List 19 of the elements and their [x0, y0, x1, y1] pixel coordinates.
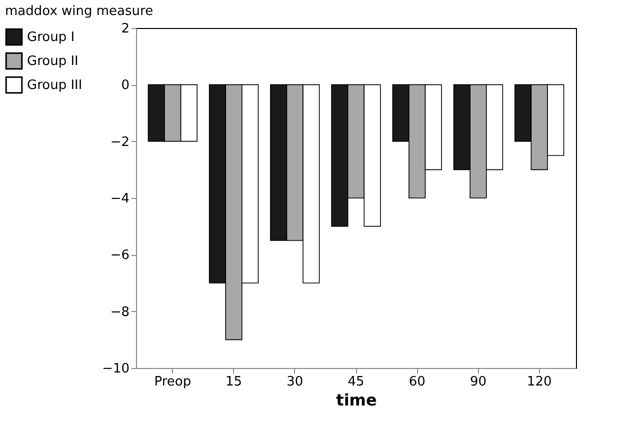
y-tick-label: 2	[121, 22, 130, 36]
chart-title: maddox wing measure	[5, 4, 154, 19]
x-tick-label: 120	[526, 374, 552, 390]
x-tick-label: 90	[470, 374, 486, 390]
y-tick-label: −4	[110, 192, 130, 206]
legend-label: Group II	[27, 54, 78, 69]
y-tick-label: −8	[110, 304, 130, 320]
x-tick-label: 60	[408, 374, 426, 390]
x-tick-label: 45	[348, 374, 364, 390]
y-tick-label: −6	[110, 248, 130, 264]
x-tick-label: Preop	[154, 374, 192, 390]
y-tick-label: −10	[102, 362, 130, 376]
x-axis-title: time	[336, 390, 377, 410]
y-tick-label: 0	[121, 78, 130, 94]
legend-label: Group III	[27, 78, 82, 93]
y-tick-label: −2	[110, 134, 130, 150]
x-tick-label: 15	[226, 374, 242, 390]
legend-label: Group I	[27, 30, 75, 45]
x-tick-label: 30	[286, 374, 304, 390]
